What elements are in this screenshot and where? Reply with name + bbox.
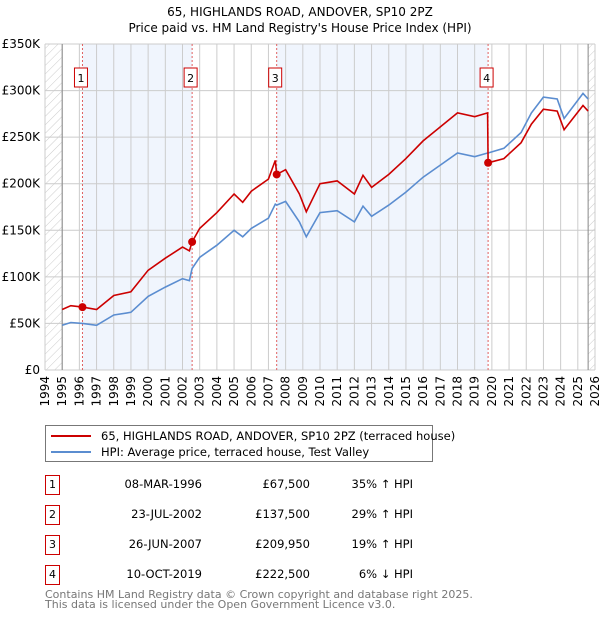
sale-point [188,237,197,246]
x-tick-label: 2017 [433,376,447,407]
legend-item-hpi: HPI: Average price, terraced house, Test… [51,444,369,460]
x-tick-label: 1998 [107,376,121,407]
chart-legend: 65, HIGHLANDS ROAD, ANDOVER, SP10 2PZ (t… [45,425,455,462]
hpi-difference: 6% ↓ HPI [358,567,413,581]
x-tick-label: 2009 [296,376,310,407]
y-tick-label: £300K [2,84,42,98]
hpi-difference: 29% ↑ HPI [351,507,413,521]
attribution-footer: Contains HM Land Registry data © Crown c… [45,588,473,611]
price-chart: 65, HIGHLANDS ROAD, ANDOVER, SP10 2PZ Pr… [2,5,600,407]
y-tick-label: £50K [9,316,41,330]
footer-line: This data is licensed under the Open Gov… [45,598,396,611]
x-tick-label: 2022 [519,376,533,407]
sale-number-badge: 2 [45,505,60,525]
x-tick-label: 2026 [588,376,600,407]
sale-number-badge: 4 [45,565,60,585]
chart-title: 65, HIGHLANDS ROAD, ANDOVER, SP10 2PZ [167,5,433,19]
x-tick-label: 2008 [279,376,293,407]
sale-label: 3 [272,72,279,85]
y-tick-label: £100K [2,270,42,284]
sale-point [78,303,87,312]
sale-label: 1 [77,72,84,85]
y-tick-label: £200K [2,177,42,191]
y-tick-label: £0 [25,363,40,377]
x-tick-label: 2019 [468,376,482,407]
sale-price: £137,500 [255,507,310,521]
sale-date: 08-MAR-1996 [124,477,202,491]
table-row: 2 23-JUL-2002 £137,500 29% ↑ HPI [45,505,445,525]
shaded-ownership-period [82,44,193,370]
sale-point [484,158,493,167]
property-price-line [61,104,589,311]
legend-label: 65, HIGHLANDS ROAD, ANDOVER, SP10 2PZ (t… [101,429,456,443]
sale-label: 2 [187,72,194,85]
x-tick-label: 2018 [451,376,465,407]
y-tick-label: £150K [2,223,42,237]
x-tick-label: 2011 [330,376,344,407]
y-tick-label: £250K [2,130,42,144]
x-tick-label: 2023 [536,376,550,407]
sale-date: 23-JUL-2002 [131,507,202,521]
x-tick-label: 2003 [193,376,207,407]
sale-number-badge: 1 [45,475,60,495]
hatched-no-data-region [45,44,63,370]
x-tick-label: 2004 [210,376,224,407]
table-row: 4 10-OCT-2019 £222,500 6% ↓ HPI [45,565,445,585]
x-tick-label: 1996 [72,376,86,407]
x-tick-label: 2001 [158,376,172,407]
sale-label-box [183,67,198,88]
y-tick-label: £350K [2,37,42,51]
x-tick-label: 1997 [90,376,104,407]
sale-date: 26-JUN-2007 [128,537,202,551]
hpi-line [61,92,589,327]
x-tick-label: 2007 [261,376,275,407]
table-row: 3 26-JUN-2007 £209,950 19% ↑ HPI [45,535,445,555]
sale-price: £222,500 [255,567,310,581]
x-tick-label: 2006 [244,376,258,407]
table-row: 1 08-MAR-1996 £67,500 35% ↑ HPI [45,475,445,495]
sale-date: 10-OCT-2019 [126,567,202,581]
legend-swatch-red [51,435,91,437]
hpi-difference: 35% ↑ HPI [351,477,413,491]
x-tick-label: 2016 [416,376,430,407]
chart-subtitle: Price paid vs. HM Land Registry's House … [128,21,471,35]
sale-price: £67,500 [262,477,310,491]
sale-label-box [73,67,88,88]
x-tick-label: 2020 [485,376,499,407]
footer-line: Contains HM Land Registry data © Crown c… [45,588,473,601]
x-tick-label: 2015 [399,376,413,407]
legend-swatch-blue [51,451,91,453]
shaded-ownership-period [276,44,489,370]
x-tick-label: 2005 [227,376,241,407]
x-tick-label: 2000 [141,376,155,407]
hpi-difference: 19% ↑ HPI [351,537,413,551]
x-tick-label: 2014 [382,376,396,407]
x-tick-label: 1999 [124,376,138,407]
x-tick-label: 2010 [313,376,327,407]
x-tick-label: 2012 [347,376,361,407]
sale-price: £209,950 [255,537,310,551]
x-tick-label: 2013 [365,376,379,407]
legend-item-property: 65, HIGHLANDS ROAD, ANDOVER, SP10 2PZ (t… [51,428,455,444]
x-tick-label: 2021 [502,376,516,407]
x-tick-label: 1995 [55,376,69,407]
x-tick-label: 2024 [554,376,568,407]
x-tick-label: 1994 [38,376,52,407]
sale-label-box [479,67,494,88]
legend-label: HPI: Average price, terraced house, Test… [101,445,370,459]
hatched-no-data-region [588,44,595,370]
sale-label-box [268,67,283,88]
sale-point [272,170,281,179]
sale-number-badge: 3 [45,535,60,555]
x-tick-label: 2025 [571,376,585,407]
sale-label: 4 [483,72,490,85]
x-tick-label: 2002 [176,376,190,407]
